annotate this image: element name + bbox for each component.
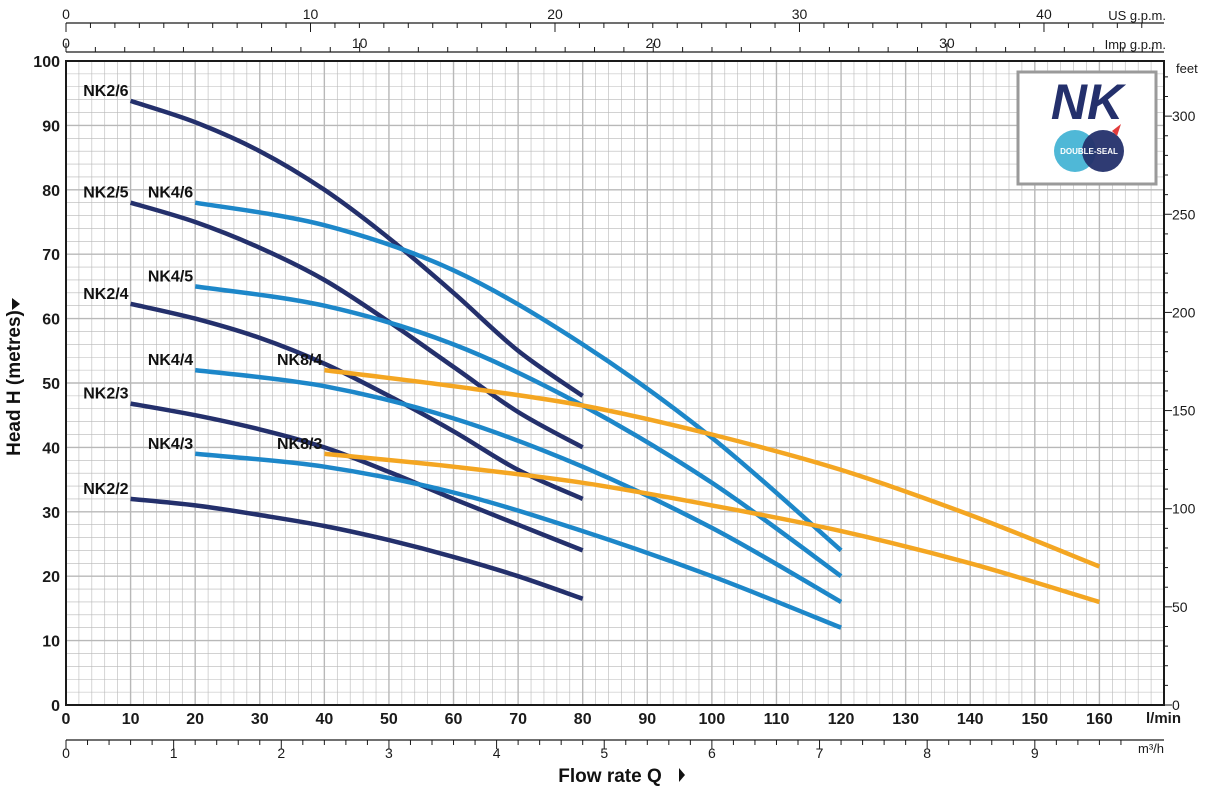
feet-unit-label: feet [1176, 61, 1198, 76]
feet-tick-label: 100 [1172, 501, 1196, 517]
x-tick-label: 20 [186, 711, 204, 728]
m3h-tick-label: 7 [816, 745, 824, 761]
x-tick-label: 60 [445, 711, 463, 728]
y-axis-title: Head H (metres) [4, 310, 25, 456]
curve-nk2-5 [129, 200, 584, 450]
x-tick-label: 140 [957, 711, 984, 728]
curves [129, 98, 1101, 630]
y-tick-label: 50 [42, 376, 60, 393]
x-axis-title: Flow rate Q [558, 766, 661, 787]
brand-logo: NK DOUBLE-SEAL [1016, 70, 1158, 186]
curve-label-nk4-4: NK4/4 [148, 352, 193, 369]
x-tick-label: 40 [315, 711, 333, 728]
m3h-tick-label: 4 [493, 745, 501, 761]
us-gpm-tick-label: 0 [62, 6, 70, 22]
curve-label-nk2-3: NK2/3 [83, 386, 128, 403]
m3h-tick-label: 5 [600, 745, 608, 761]
x-tick-label: 150 [1021, 711, 1048, 728]
y-tick-label: 20 [42, 569, 60, 586]
x-tick-label: 50 [380, 711, 398, 728]
y-axis-arrow-icon [12, 298, 20, 310]
x-tick-label: 80 [574, 711, 592, 728]
us-gpm-unit-label: US g.p.m. [1108, 8, 1166, 23]
axes: 0 10 20 30 40 50 60 70 80 90 100 110 120 130 140 150 160… [33, 6, 1198, 761]
curve-nk2-2 [130, 496, 584, 601]
imp-gpm-tick-label: 0 [62, 35, 70, 51]
curve-nk2-4 [130, 301, 584, 501]
y-tick-label: 30 [42, 505, 60, 522]
y-tick-label: 100 [33, 54, 60, 71]
curve-nk4-4 [194, 367, 843, 604]
m3h-tick-label: 1 [170, 745, 178, 761]
curve-label-nk4-3: NK4/3 [148, 436, 193, 453]
x-tick-label: 90 [638, 711, 656, 728]
x-tick-label: 120 [828, 711, 855, 728]
x-tick-label: 130 [892, 711, 919, 728]
curve-label-nk8-3: NK8/3 [277, 436, 322, 453]
curve-nk8-4 [324, 367, 1101, 569]
y-tick-label: 40 [42, 440, 60, 457]
curve-nk2-3 [130, 401, 584, 553]
y-tick-label: 0 [51, 698, 60, 715]
x-tick-label: 0 [62, 711, 71, 728]
imp-gpm-tick-label: 20 [645, 35, 661, 51]
imp-gpm-tick-label: 10 [352, 35, 368, 51]
x-tick-label: 100 [699, 711, 726, 728]
y-tick-label: 10 [42, 634, 60, 651]
curve-nk2-6 [129, 98, 584, 398]
m3h-tick-label: 8 [923, 745, 931, 761]
seal-accent-icon [1112, 124, 1121, 136]
feet-tick-label: 200 [1172, 304, 1196, 320]
y-tick-label: 60 [42, 312, 60, 329]
us-gpm-tick-label: 20 [547, 6, 563, 22]
x-tick-label: 110 [764, 711, 790, 728]
us-gpm-tick-label: 40 [1036, 6, 1052, 22]
feet-tick-label: 250 [1172, 206, 1196, 222]
curve-label-nk4-5: NK4/5 [148, 268, 193, 285]
imp-gpm-tick-label: 30 [939, 35, 955, 51]
x-tick-label: 10 [122, 711, 140, 728]
curve-label-nk2-6: NK2/6 [83, 83, 128, 100]
curve-nk4-5 [194, 284, 843, 579]
m3h-tick-label: 0 [62, 745, 70, 761]
curve-nk8-3 [324, 451, 1101, 605]
feet-tick-label: 150 [1172, 403, 1196, 419]
seal-circle-right [1082, 130, 1124, 172]
curve-nk4-3 [194, 451, 842, 630]
curve-label-nk2-2: NK2/2 [83, 481, 128, 498]
seal-badge-text: DOUBLE-SEAL [1060, 147, 1118, 156]
m3h-tick-label: 6 [708, 745, 716, 761]
m3h-tick-label: 3 [385, 745, 393, 761]
m3h-tick-label: 2 [277, 745, 285, 761]
x-unit-label: l/min [1146, 710, 1181, 727]
imp-gpm-unit-label: Imp g.p.m. [1105, 37, 1166, 52]
m3h-unit-label: m³/h [1138, 741, 1164, 756]
plot-frame [65, 60, 1165, 706]
curve-labels: NK2/2 NK2/3 NK2/4 NK2/5 NK2/6 NK4/3 NK4/4 NK4/5… [83, 83, 322, 498]
y-tick-label: 70 [42, 247, 60, 264]
feet-tick-label: 0 [1172, 697, 1180, 713]
x-tick-label: 160 [1086, 711, 1113, 728]
curve-nk4-6 [194, 200, 843, 553]
x-axis-arrow-icon [679, 768, 685, 782]
logo-brand-text: NK [1051, 74, 1127, 130]
grid [65, 60, 1165, 706]
curve-label-nk2-4: NK2/4 [83, 286, 128, 303]
x-tick-label: 30 [251, 711, 269, 728]
curve-label-nk4-6: NK4/6 [148, 185, 193, 202]
x-tick-label: 70 [509, 711, 527, 728]
curve-label-nk2-5: NK2/5 [83, 185, 128, 202]
us-gpm-tick-label: 30 [792, 6, 808, 22]
m3h-tick-label: 9 [1031, 745, 1039, 761]
us-gpm-tick-label: 10 [303, 6, 319, 22]
feet-tick-label: 300 [1172, 108, 1196, 124]
feet-tick-label: 50 [1172, 599, 1188, 615]
curve-label-nk8-4: NK8/4 [277, 352, 322, 369]
y-tick-label: 80 [42, 183, 60, 200]
y-tick-label: 90 [42, 118, 60, 135]
